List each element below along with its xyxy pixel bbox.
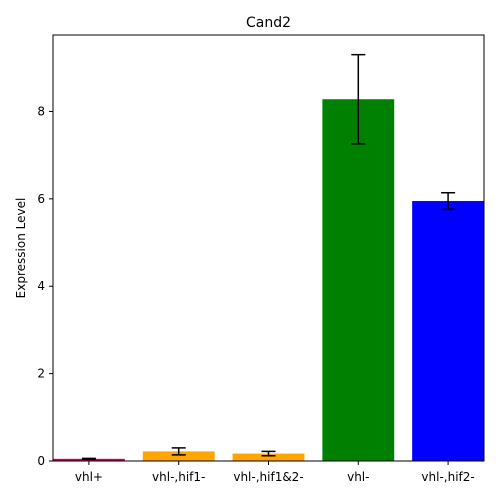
error-bar-4 bbox=[441, 191, 456, 211]
bar-4 bbox=[412, 201, 484, 461]
bar-2 bbox=[232, 453, 305, 461]
x-tick-label-1: vhl-,hif1- bbox=[152, 470, 205, 484]
y-axis-ticks: 0 2 4 6 8 bbox=[37, 104, 53, 468]
bar-1 bbox=[142, 451, 215, 461]
error-bar-1 bbox=[171, 447, 186, 456]
y-tick-label-2: 4 bbox=[37, 279, 45, 293]
x-axis-ticks: vhl+ vhl-,hif1- vhl-,hif1&2- vhl-vhl-,hif2- bbox=[75, 461, 475, 484]
plot-frame bbox=[52, 34, 485, 462]
y-tick-label-3: 6 bbox=[37, 192, 45, 206]
error-bar-0 bbox=[81, 457, 96, 461]
chart-title: Cand2 bbox=[246, 15, 291, 31]
error-bar-2 bbox=[261, 450, 276, 457]
error-bars bbox=[81, 53, 456, 461]
bars bbox=[53, 99, 484, 461]
x-tick-label-4: vhl-,hif2- bbox=[421, 470, 474, 484]
y-tick-label-0: 0 bbox=[37, 454, 45, 468]
y-axis-label: Expression Level bbox=[14, 198, 28, 299]
error-bar-3 bbox=[351, 53, 366, 145]
bar-3 bbox=[322, 99, 395, 461]
y-tick-label-4: 8 bbox=[37, 104, 45, 118]
x-tick-label-3: vhl- bbox=[347, 470, 369, 484]
x-tick-label-2: vhl-,hif1&2- bbox=[233, 470, 303, 484]
y-tick-label-1: 2 bbox=[37, 367, 45, 381]
x-tick-label-0: vhl+ bbox=[75, 470, 103, 484]
